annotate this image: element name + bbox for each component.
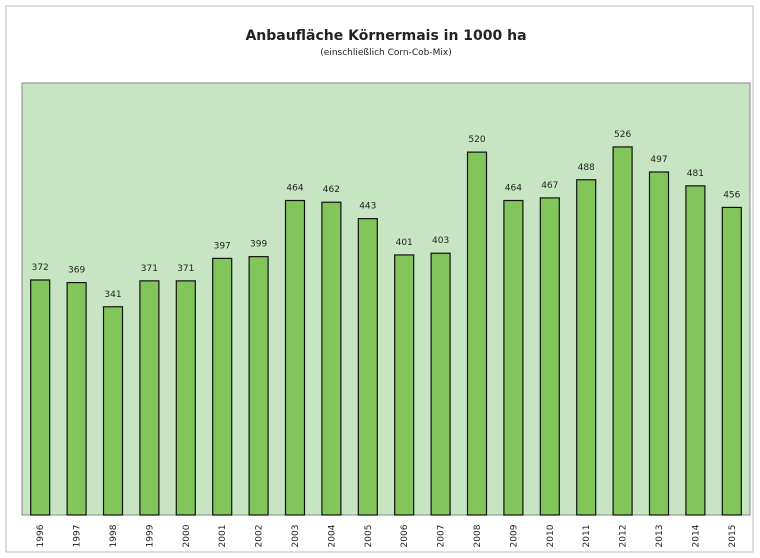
x-tick-label: 2001	[218, 525, 228, 548]
bar	[139, 280, 160, 516]
bar	[102, 306, 124, 516]
x-tick-label: 1996	[36, 524, 46, 547]
bar	[357, 218, 378, 516]
bar	[321, 201, 342, 516]
chart-title: Anbaufläche Körnermais in 1000 ha	[245, 28, 526, 44]
data-label: 399	[250, 240, 267, 250]
x-tick-label: 2013	[655, 525, 665, 548]
bar	[248, 256, 269, 516]
chart-subtitle: (einschließlich Corn-Cob-Mix)	[320, 48, 451, 58]
bar	[612, 146, 633, 516]
x-tick-label: 2010	[546, 524, 556, 547]
bar	[30, 279, 51, 516]
x-tick-label: 2004	[327, 524, 337, 547]
bar	[539, 197, 560, 516]
x-tick-label: 2005	[364, 525, 374, 548]
x-tick-label: 2014	[691, 524, 701, 547]
data-label: 481	[687, 169, 704, 179]
data-label: 464	[505, 184, 522, 194]
data-label: 462	[323, 185, 340, 195]
data-label: 443	[359, 202, 376, 212]
data-label: 464	[286, 184, 303, 194]
bar	[66, 281, 87, 516]
x-tick-label: 2000	[182, 524, 192, 547]
x-tick-label: 1998	[109, 524, 119, 547]
data-label: 397	[214, 241, 231, 251]
bar	[648, 171, 670, 516]
bar	[430, 252, 451, 516]
bar	[284, 199, 306, 516]
data-label: 371	[141, 264, 158, 274]
bar	[466, 151, 488, 516]
data-label: 401	[396, 238, 413, 248]
x-tick-label: 2008	[473, 524, 483, 547]
x-tick-label: 1997	[73, 525, 83, 548]
x-tick-label: 2015	[728, 525, 738, 548]
plot-area	[21, 82, 751, 516]
data-label: 403	[432, 236, 449, 246]
data-label: 497	[650, 155, 667, 165]
bar	[394, 254, 415, 516]
bar	[721, 206, 742, 516]
data-label: 369	[68, 266, 85, 276]
x-tick-label: 2012	[619, 525, 629, 548]
x-tick-label: 2002	[255, 525, 265, 548]
data-label: 372	[32, 263, 49, 273]
data-label: 341	[104, 290, 121, 300]
data-label: 526	[614, 130, 631, 140]
x-tick-label: 2003	[291, 525, 301, 548]
bar	[685, 185, 706, 516]
data-label: 488	[578, 163, 595, 173]
bar	[503, 199, 524, 516]
data-label: 371	[177, 264, 194, 274]
bar	[576, 179, 597, 516]
x-tick-label: 2011	[582, 525, 592, 548]
bar	[212, 257, 233, 516]
x-tick-label: 2009	[509, 524, 519, 547]
data-label: 520	[468, 135, 485, 145]
data-label: 467	[541, 181, 558, 191]
x-tick-label: 2006	[400, 524, 410, 547]
x-tick-label: 1999	[145, 524, 155, 547]
data-label: 456	[723, 190, 740, 200]
x-tick-label: 2007	[437, 525, 447, 548]
bar	[175, 280, 196, 516]
